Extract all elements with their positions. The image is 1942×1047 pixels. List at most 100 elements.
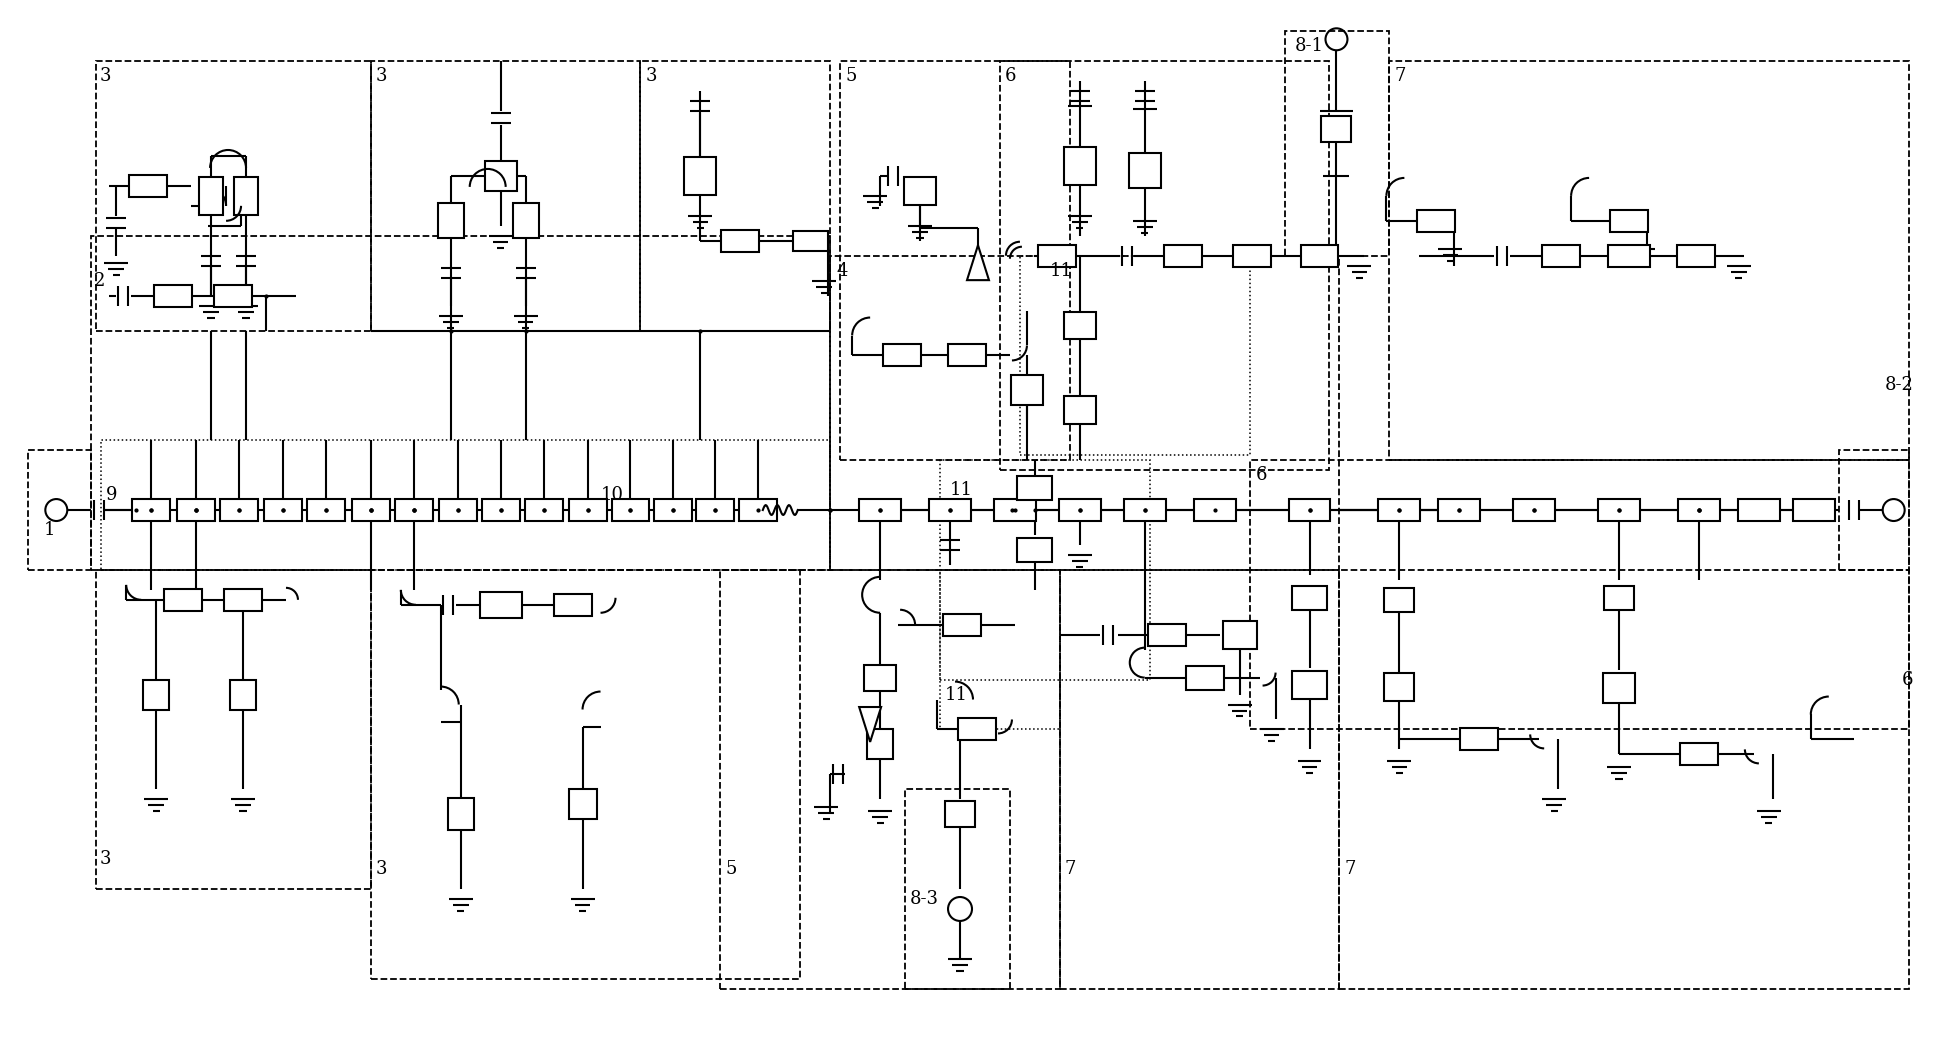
Text: 3: 3: [377, 860, 386, 878]
Bar: [829, 255, 1340, 570]
Bar: [1233, 245, 1270, 267]
Bar: [1340, 570, 1909, 988]
Text: 6: 6: [1004, 67, 1016, 85]
Bar: [944, 614, 981, 636]
Text: 1: 1: [43, 521, 54, 539]
Bar: [1418, 209, 1455, 231]
Text: 9: 9: [107, 486, 118, 504]
Polygon shape: [858, 707, 882, 742]
Bar: [868, 730, 893, 759]
Bar: [1060, 570, 1340, 988]
Bar: [29, 450, 91, 570]
Bar: [480, 592, 522, 618]
Bar: [1385, 672, 1414, 700]
Bar: [684, 157, 717, 195]
Bar: [1064, 312, 1095, 339]
Text: 11: 11: [1051, 262, 1072, 280]
Text: 6: 6: [1256, 466, 1266, 484]
Bar: [1124, 499, 1165, 521]
Bar: [229, 680, 256, 710]
Bar: [132, 499, 171, 521]
Bar: [307, 499, 346, 521]
Bar: [792, 230, 827, 250]
Bar: [1439, 499, 1480, 521]
Polygon shape: [967, 245, 988, 281]
Text: 5: 5: [726, 860, 736, 878]
Bar: [219, 499, 258, 521]
Bar: [740, 499, 777, 521]
Bar: [1301, 245, 1338, 267]
Bar: [928, 499, 971, 521]
Bar: [905, 789, 1010, 988]
Bar: [1604, 586, 1633, 609]
Bar: [223, 588, 262, 610]
Bar: [513, 203, 538, 239]
Bar: [1058, 499, 1101, 521]
Bar: [1385, 587, 1414, 611]
Bar: [858, 499, 901, 521]
Bar: [352, 499, 390, 521]
Text: 7: 7: [1064, 860, 1076, 878]
Text: 8-3: 8-3: [911, 890, 940, 908]
Bar: [720, 229, 759, 251]
Bar: [200, 177, 223, 215]
Text: 3: 3: [645, 67, 656, 85]
Bar: [97, 61, 371, 331]
Bar: [905, 177, 936, 205]
Bar: [1000, 61, 1330, 470]
Bar: [1608, 245, 1651, 267]
Text: 7: 7: [1394, 67, 1406, 85]
Bar: [1284, 31, 1389, 255]
Bar: [101, 440, 371, 570]
Bar: [1839, 450, 1909, 570]
Text: 8-2: 8-2: [1886, 376, 1913, 395]
Bar: [264, 499, 301, 521]
Bar: [654, 499, 693, 521]
Bar: [177, 499, 216, 521]
Bar: [1460, 729, 1497, 751]
Bar: [1602, 672, 1635, 703]
Bar: [1018, 476, 1053, 500]
Bar: [612, 499, 649, 521]
Bar: [1194, 499, 1235, 521]
Bar: [1598, 499, 1641, 521]
Bar: [144, 680, 169, 710]
Text: 11: 11: [950, 481, 973, 499]
Bar: [1020, 255, 1249, 455]
Bar: [569, 499, 606, 521]
Text: 7: 7: [1344, 860, 1356, 878]
Bar: [553, 594, 592, 616]
Bar: [940, 461, 1150, 680]
Text: 5: 5: [845, 67, 856, 85]
Bar: [1291, 671, 1326, 698]
Bar: [884, 344, 921, 366]
Bar: [940, 570, 1060, 730]
Text: 3: 3: [99, 67, 111, 85]
Text: 8-1: 8-1: [1295, 38, 1324, 55]
Bar: [1223, 621, 1256, 649]
Bar: [841, 61, 1070, 461]
Bar: [1738, 499, 1779, 521]
Bar: [449, 798, 474, 830]
Bar: [486, 161, 517, 191]
Bar: [371, 570, 800, 979]
Bar: [437, 203, 464, 239]
Bar: [214, 285, 252, 307]
Bar: [1018, 538, 1053, 562]
Bar: [720, 570, 1060, 988]
Bar: [1249, 461, 1909, 730]
Bar: [1680, 743, 1719, 765]
Bar: [1792, 499, 1835, 521]
Bar: [957, 718, 996, 740]
Bar: [130, 175, 167, 197]
Bar: [1064, 147, 1095, 185]
Bar: [864, 665, 895, 691]
Text: 11: 11: [946, 686, 967, 704]
Bar: [91, 236, 829, 570]
Text: 6: 6: [1901, 670, 1913, 689]
Bar: [697, 499, 734, 521]
Bar: [994, 499, 1035, 521]
Bar: [439, 499, 476, 521]
Bar: [1289, 499, 1330, 521]
Bar: [1148, 624, 1187, 646]
